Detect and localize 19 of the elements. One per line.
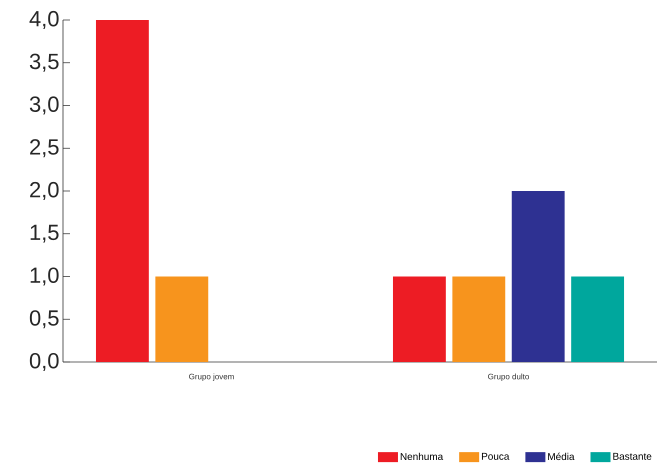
bar [571,276,624,362]
bar [512,191,565,362]
legend-label: Pouca [482,452,510,460]
legend-label: Nenhuma [400,452,444,460]
bar [155,276,208,362]
y-tick-label: 2,5 [30,139,59,158]
y-tick-label: 4,0 [30,10,59,30]
y-tick-label: 3,5 [30,54,59,72]
y-tick-label: 3,0 [30,96,59,115]
legend-label: Média [548,452,575,460]
y-tick-label: 1,0 [30,267,59,286]
y-tick-label: 2,0 [30,182,59,200]
y-tick-label: 0,0 [30,352,59,372]
y-tick-label: 0,5 [30,310,59,328]
legend-label: Bastante [613,452,652,460]
bar [96,20,149,362]
bar [392,276,446,362]
y-tick-label: 1,5 [30,224,59,243]
bar [452,276,506,362]
